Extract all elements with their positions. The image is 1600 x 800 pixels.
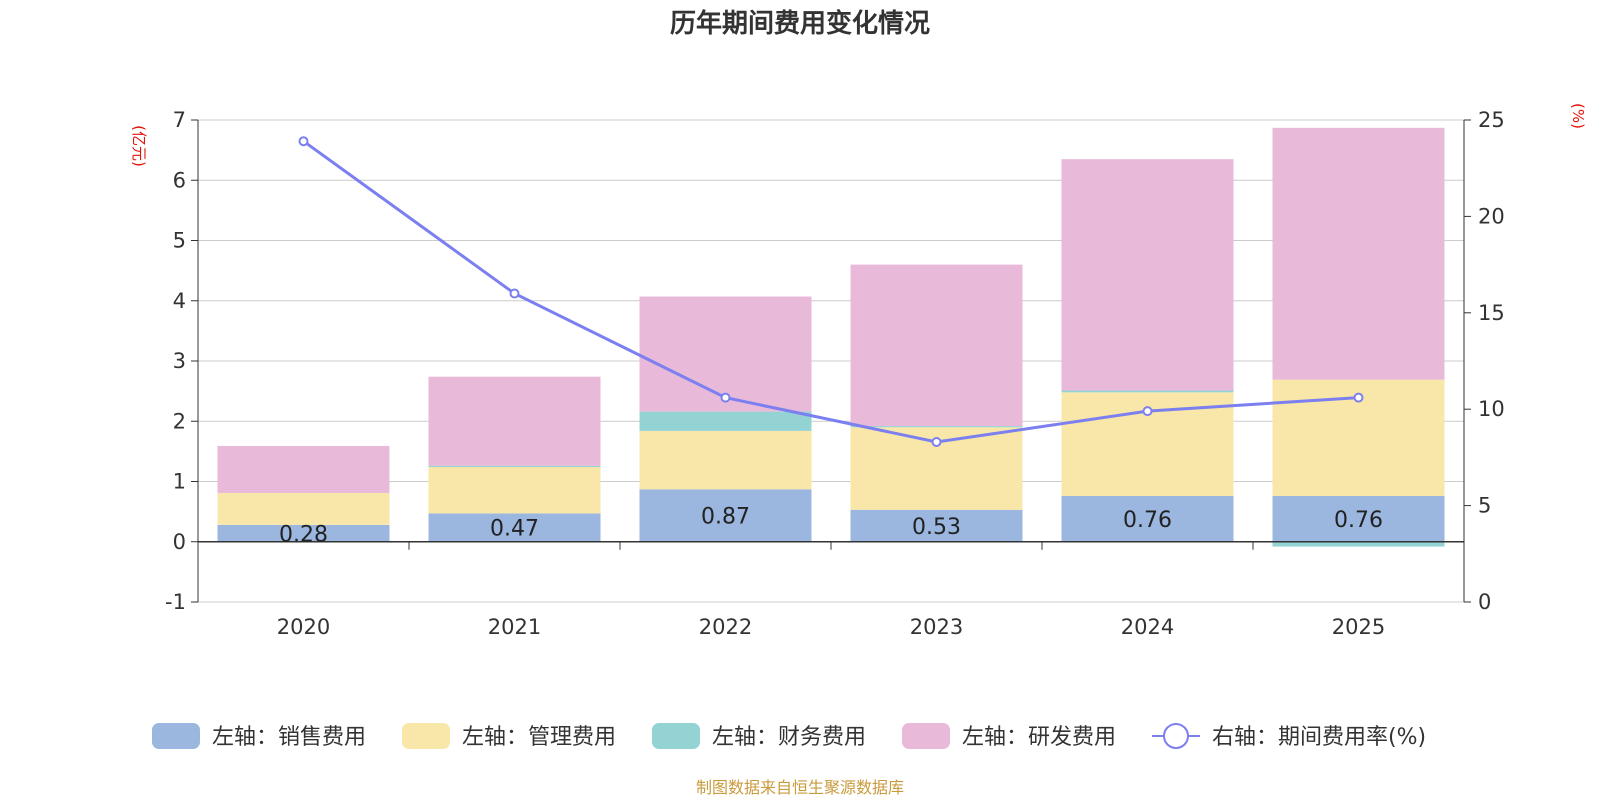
rate-point (298, 136, 309, 147)
legend-marker-swatch (1163, 723, 1189, 749)
bar-segment (639, 489, 812, 542)
chart-title: 历年期间费用变化情况 (670, 8, 930, 39)
bar-segment (1272, 541, 1445, 547)
bars (217, 127, 1445, 547)
legend-label: 左轴：财务费用 (712, 725, 866, 750)
left-tick-label: 3 (173, 349, 186, 373)
bar-segment (1061, 159, 1234, 391)
right-tick-label: 20 (1478, 204, 1505, 228)
legend: 左轴：销售费用 左轴：管理费用 左轴：财务费用 左轴：研发费用 右轴：期间费用率(%) (152, 723, 1426, 750)
bar-data-label: 0.76 (1334, 508, 1383, 533)
bar-data-label: 0.53 (912, 515, 961, 540)
rate-point (1142, 406, 1153, 417)
x-tick-label: 2020 (277, 615, 330, 639)
rate-point (509, 288, 520, 299)
bar-segment (1061, 390, 1234, 393)
bar-segment (428, 513, 601, 542)
left-tick-label: 2 (173, 409, 186, 433)
source-note: 制图数据来自恒生聚源数据库 (696, 778, 904, 797)
bar-data-label: 0.76 (1123, 508, 1172, 533)
bar-segment (428, 376, 601, 466)
rate-point (1353, 392, 1364, 403)
legend-swatch (402, 723, 450, 749)
x-tick-label: 2023 (910, 615, 963, 639)
bar-segment (217, 524, 390, 542)
left-tick-label: 0 (173, 530, 186, 554)
bar-data-label: 0.47 (490, 517, 539, 542)
rate-polyline (302, 139, 1359, 444)
bar-segment (217, 445, 390, 493)
bar-segment (217, 492, 390, 525)
left-axis-unit: (亿元) (130, 125, 148, 167)
right-tick-label: 0 (1478, 590, 1491, 614)
x-tick-label: 2021 (488, 615, 541, 639)
legend-swatch (652, 723, 700, 749)
left-tick-label: 1 (173, 470, 186, 494)
right-tick-label: 15 (1478, 301, 1505, 325)
left-tick-label: -1 (165, 590, 186, 614)
rate-line (298, 136, 1364, 447)
bar-segment (639, 411, 812, 431)
x-tick-label: 2025 (1332, 615, 1385, 639)
legend-label: 左轴：管理费用 (462, 725, 616, 750)
bar-segment (850, 426, 1023, 428)
x-tick-label: 2024 (1121, 615, 1174, 639)
bar-data-label: 0.87 (701, 505, 750, 530)
legend-swatch (902, 723, 950, 749)
bar-segment (1272, 495, 1445, 542)
data-labels: 0.28 0.47 0.87 0.53 0.76 0.76 (279, 505, 1383, 548)
bar-segment (850, 509, 1023, 542)
bar-segment (639, 296, 812, 412)
right-axis-unit: (%) (1569, 103, 1587, 129)
right-tick-label: 5 (1478, 494, 1491, 518)
right-tick-label: 25 (1478, 108, 1505, 132)
legend-swatch (152, 723, 200, 749)
legend-label: 左轴：研发费用 (962, 725, 1116, 750)
rate-point (720, 392, 731, 403)
left-tick-label: 4 (173, 289, 186, 313)
rate-point (931, 436, 942, 447)
bar-segment (428, 467, 601, 514)
legend-label: 左轴：销售费用 (212, 725, 366, 750)
bar-data-label: 0.28 (279, 522, 328, 547)
bar-segment (1272, 127, 1445, 380)
bar-segment (428, 465, 601, 468)
bar-segment (639, 430, 812, 490)
x-tick-label: 2022 (699, 615, 752, 639)
bar-segment (850, 264, 1023, 427)
left-tick-label: 6 (173, 168, 186, 192)
left-tick-label: 7 (173, 108, 186, 132)
legend-label: 右轴：期间费用率(%) (1212, 725, 1426, 750)
bar-segment (1061, 495, 1234, 542)
right-tick-label: 10 (1478, 397, 1505, 421)
left-tick-label: 5 (173, 229, 186, 253)
